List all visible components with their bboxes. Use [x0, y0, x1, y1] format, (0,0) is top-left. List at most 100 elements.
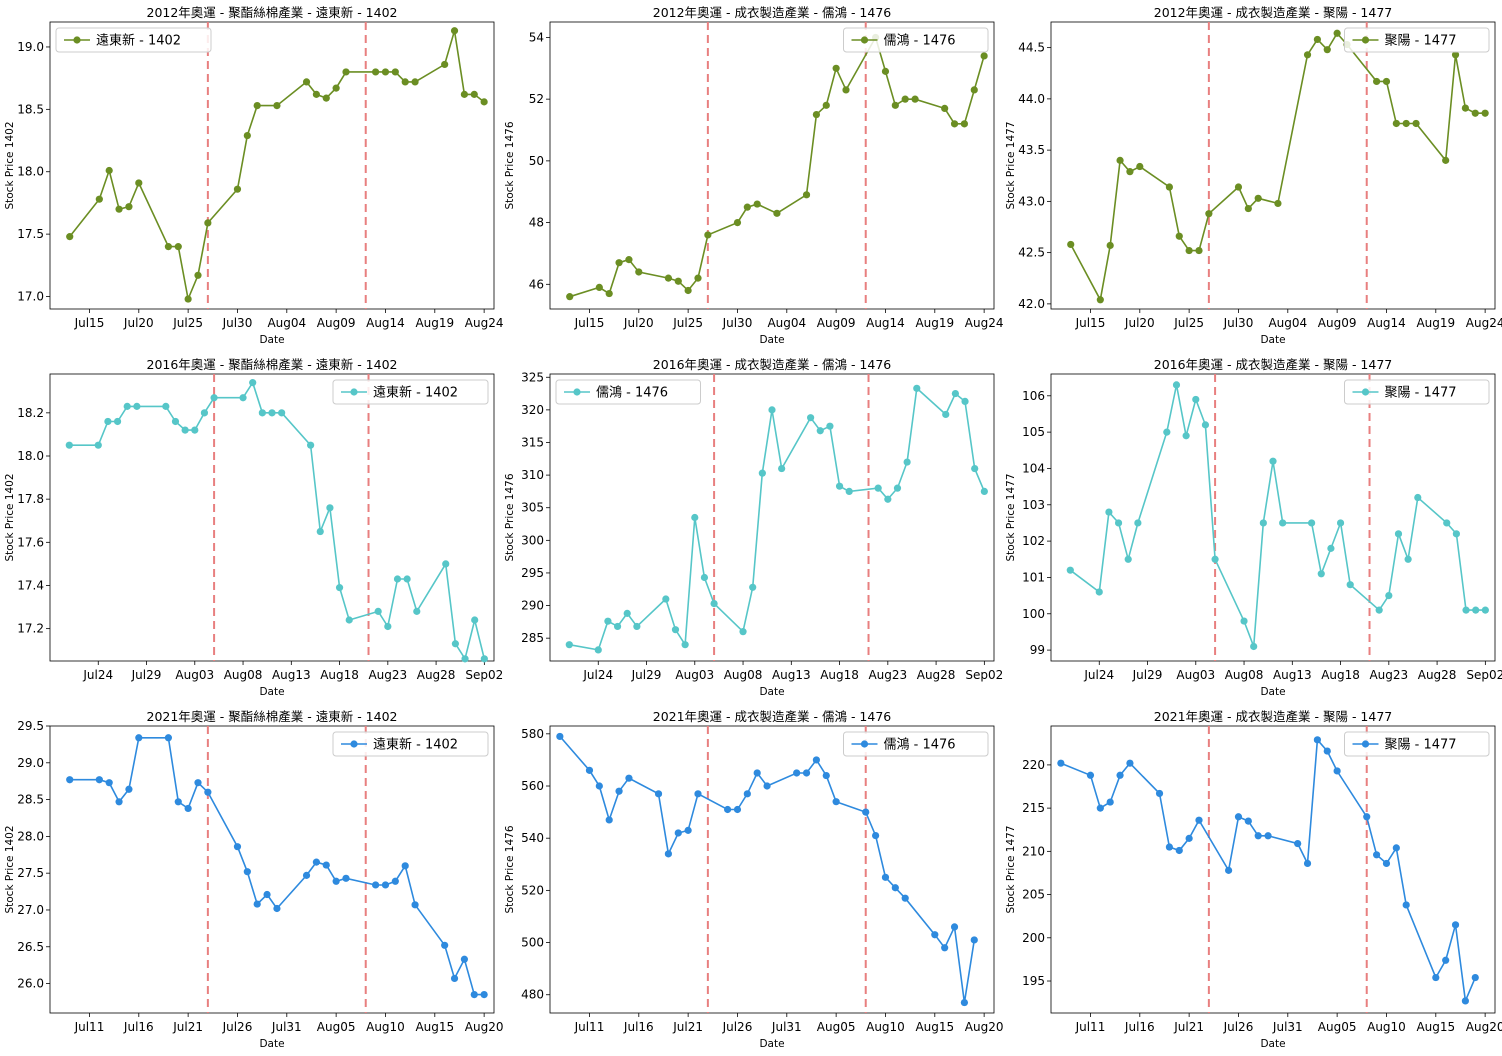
y-tick-label: 520 [521, 883, 544, 897]
data-point [773, 209, 781, 217]
subplot-9: 2021年奧運 - 成衣製造產業 - 聚陽 - 1477 195 200 205 210… [1005, 709, 1502, 1050]
data-point [1373, 851, 1381, 859]
data-point [807, 414, 815, 422]
x-tick-label: Aug28 [917, 668, 956, 682]
data-point [901, 95, 909, 103]
data-point [1392, 844, 1400, 852]
legend-label: 聚陽 - 1477 [1385, 34, 1457, 49]
data-point [174, 798, 182, 806]
chart-title: 2016年奧運 - 成衣製造產業 - 聚陽 - 1477 [1154, 357, 1393, 372]
data-point [1323, 46, 1331, 54]
x-tick-label: Aug05 [1318, 1020, 1357, 1034]
data-point [793, 769, 801, 777]
y-tick-label: 17.6 [17, 535, 44, 549]
data-point [253, 102, 261, 110]
x-tick-label: Aug20 [965, 1020, 1004, 1034]
data-point [66, 233, 74, 241]
x-tick-label: Jul16 [623, 1020, 654, 1034]
plot-area [49, 373, 495, 662]
data-point [654, 790, 663, 798]
subplot-3: 2012年奧運 - 成衣製造產業 - 聚陽 - 1477 42.0 42.5 43.0… [1005, 5, 1502, 346]
y-tick-label: 26.5 [17, 940, 44, 954]
y-tick-label: 290 [521, 599, 544, 613]
x-tick-label: Aug14 [866, 316, 905, 330]
data-point [901, 894, 909, 902]
y-tick-label: 28.5 [17, 793, 44, 807]
data-point [135, 179, 143, 187]
data-point [181, 426, 189, 434]
data-point [733, 218, 742, 227]
x-tick-label: Jul21 [672, 1020, 703, 1034]
data-point [381, 68, 390, 76]
x-tick-label: Aug20 [465, 1020, 504, 1034]
y-tick-label: 540 [521, 831, 544, 845]
data-point [470, 90, 478, 98]
chart-title: 2012年奧運 - 成衣製造產業 - 儒鴻 - 1476 [653, 5, 892, 20]
data-point [1303, 51, 1312, 59]
data-point [605, 816, 613, 824]
x-tick-label: Aug14 [1367, 316, 1406, 330]
data-point [980, 487, 988, 496]
x-tick-label: Jul11 [74, 1020, 105, 1034]
data-point [342, 874, 350, 882]
data-point [1155, 789, 1164, 798]
data-point [233, 185, 242, 193]
data-point [1313, 35, 1321, 44]
data-point [1461, 104, 1469, 112]
chart-title: 2021年奧運 - 成衣製造產業 - 儒鴻 - 1476 [653, 709, 892, 724]
x-tick-label: Aug15 [1416, 1020, 1455, 1034]
y-tick-label: 19.0 [17, 40, 44, 54]
data-point [763, 782, 771, 790]
data-point [625, 256, 633, 264]
x-axis-label: Date [1260, 1038, 1285, 1050]
x-tick-label: Aug23 [868, 668, 907, 682]
data-point [322, 94, 330, 102]
data-point [733, 805, 742, 814]
x-tick-label: Aug18 [320, 668, 359, 682]
data-point [1451, 51, 1460, 59]
x-tick-label: Jul20 [1124, 316, 1155, 330]
y-axis-label: Stock Price 1402 [4, 121, 16, 209]
data-point [104, 417, 112, 426]
data-point [753, 769, 761, 777]
data-point [413, 607, 421, 615]
data-point [171, 417, 180, 426]
data-point [664, 274, 673, 282]
data-point [1471, 109, 1479, 117]
data-point [664, 850, 673, 858]
data-point [326, 504, 334, 512]
data-point [273, 102, 281, 110]
subplot-2: 2012年奧運 - 成衣製造產業 - 儒鴻 - 1476 46 48 50 52 54 Ju… [504, 5, 1003, 346]
x-tick-label: Jul29 [1132, 668, 1163, 682]
data-point [704, 231, 712, 239]
data-point [345, 616, 353, 624]
data-point [1313, 736, 1321, 744]
data-point [565, 641, 573, 649]
y-tick-label: 52 [529, 92, 544, 106]
data-point [1432, 973, 1440, 982]
data-point [1373, 77, 1381, 86]
x-tick-label: Aug28 [1418, 668, 1457, 682]
data-point [1126, 759, 1134, 767]
legend-marker-swatch [860, 740, 869, 748]
data-point [1402, 901, 1410, 909]
y-tick-label: 54 [529, 30, 544, 44]
legend-box [332, 379, 489, 405]
data-point [1481, 606, 1489, 614]
plot-area [549, 21, 995, 310]
data-point [480, 98, 488, 106]
data-point [403, 575, 411, 583]
data-point [1136, 162, 1144, 171]
data-point [335, 584, 344, 592]
data-point [1106, 798, 1114, 806]
data-point [258, 409, 266, 417]
data-point [816, 427, 824, 435]
x-tick-label: Aug03 [675, 668, 714, 682]
data-point [1375, 606, 1383, 614]
x-tick-label: Jul21 [1173, 1020, 1204, 1034]
data-point [263, 890, 271, 899]
plot-area [1050, 21, 1496, 310]
x-tick-label: Aug08 [1225, 668, 1264, 682]
chart-title: 2012年奧運 - 成衣製造產業 - 聚陽 - 1477 [1154, 5, 1393, 20]
